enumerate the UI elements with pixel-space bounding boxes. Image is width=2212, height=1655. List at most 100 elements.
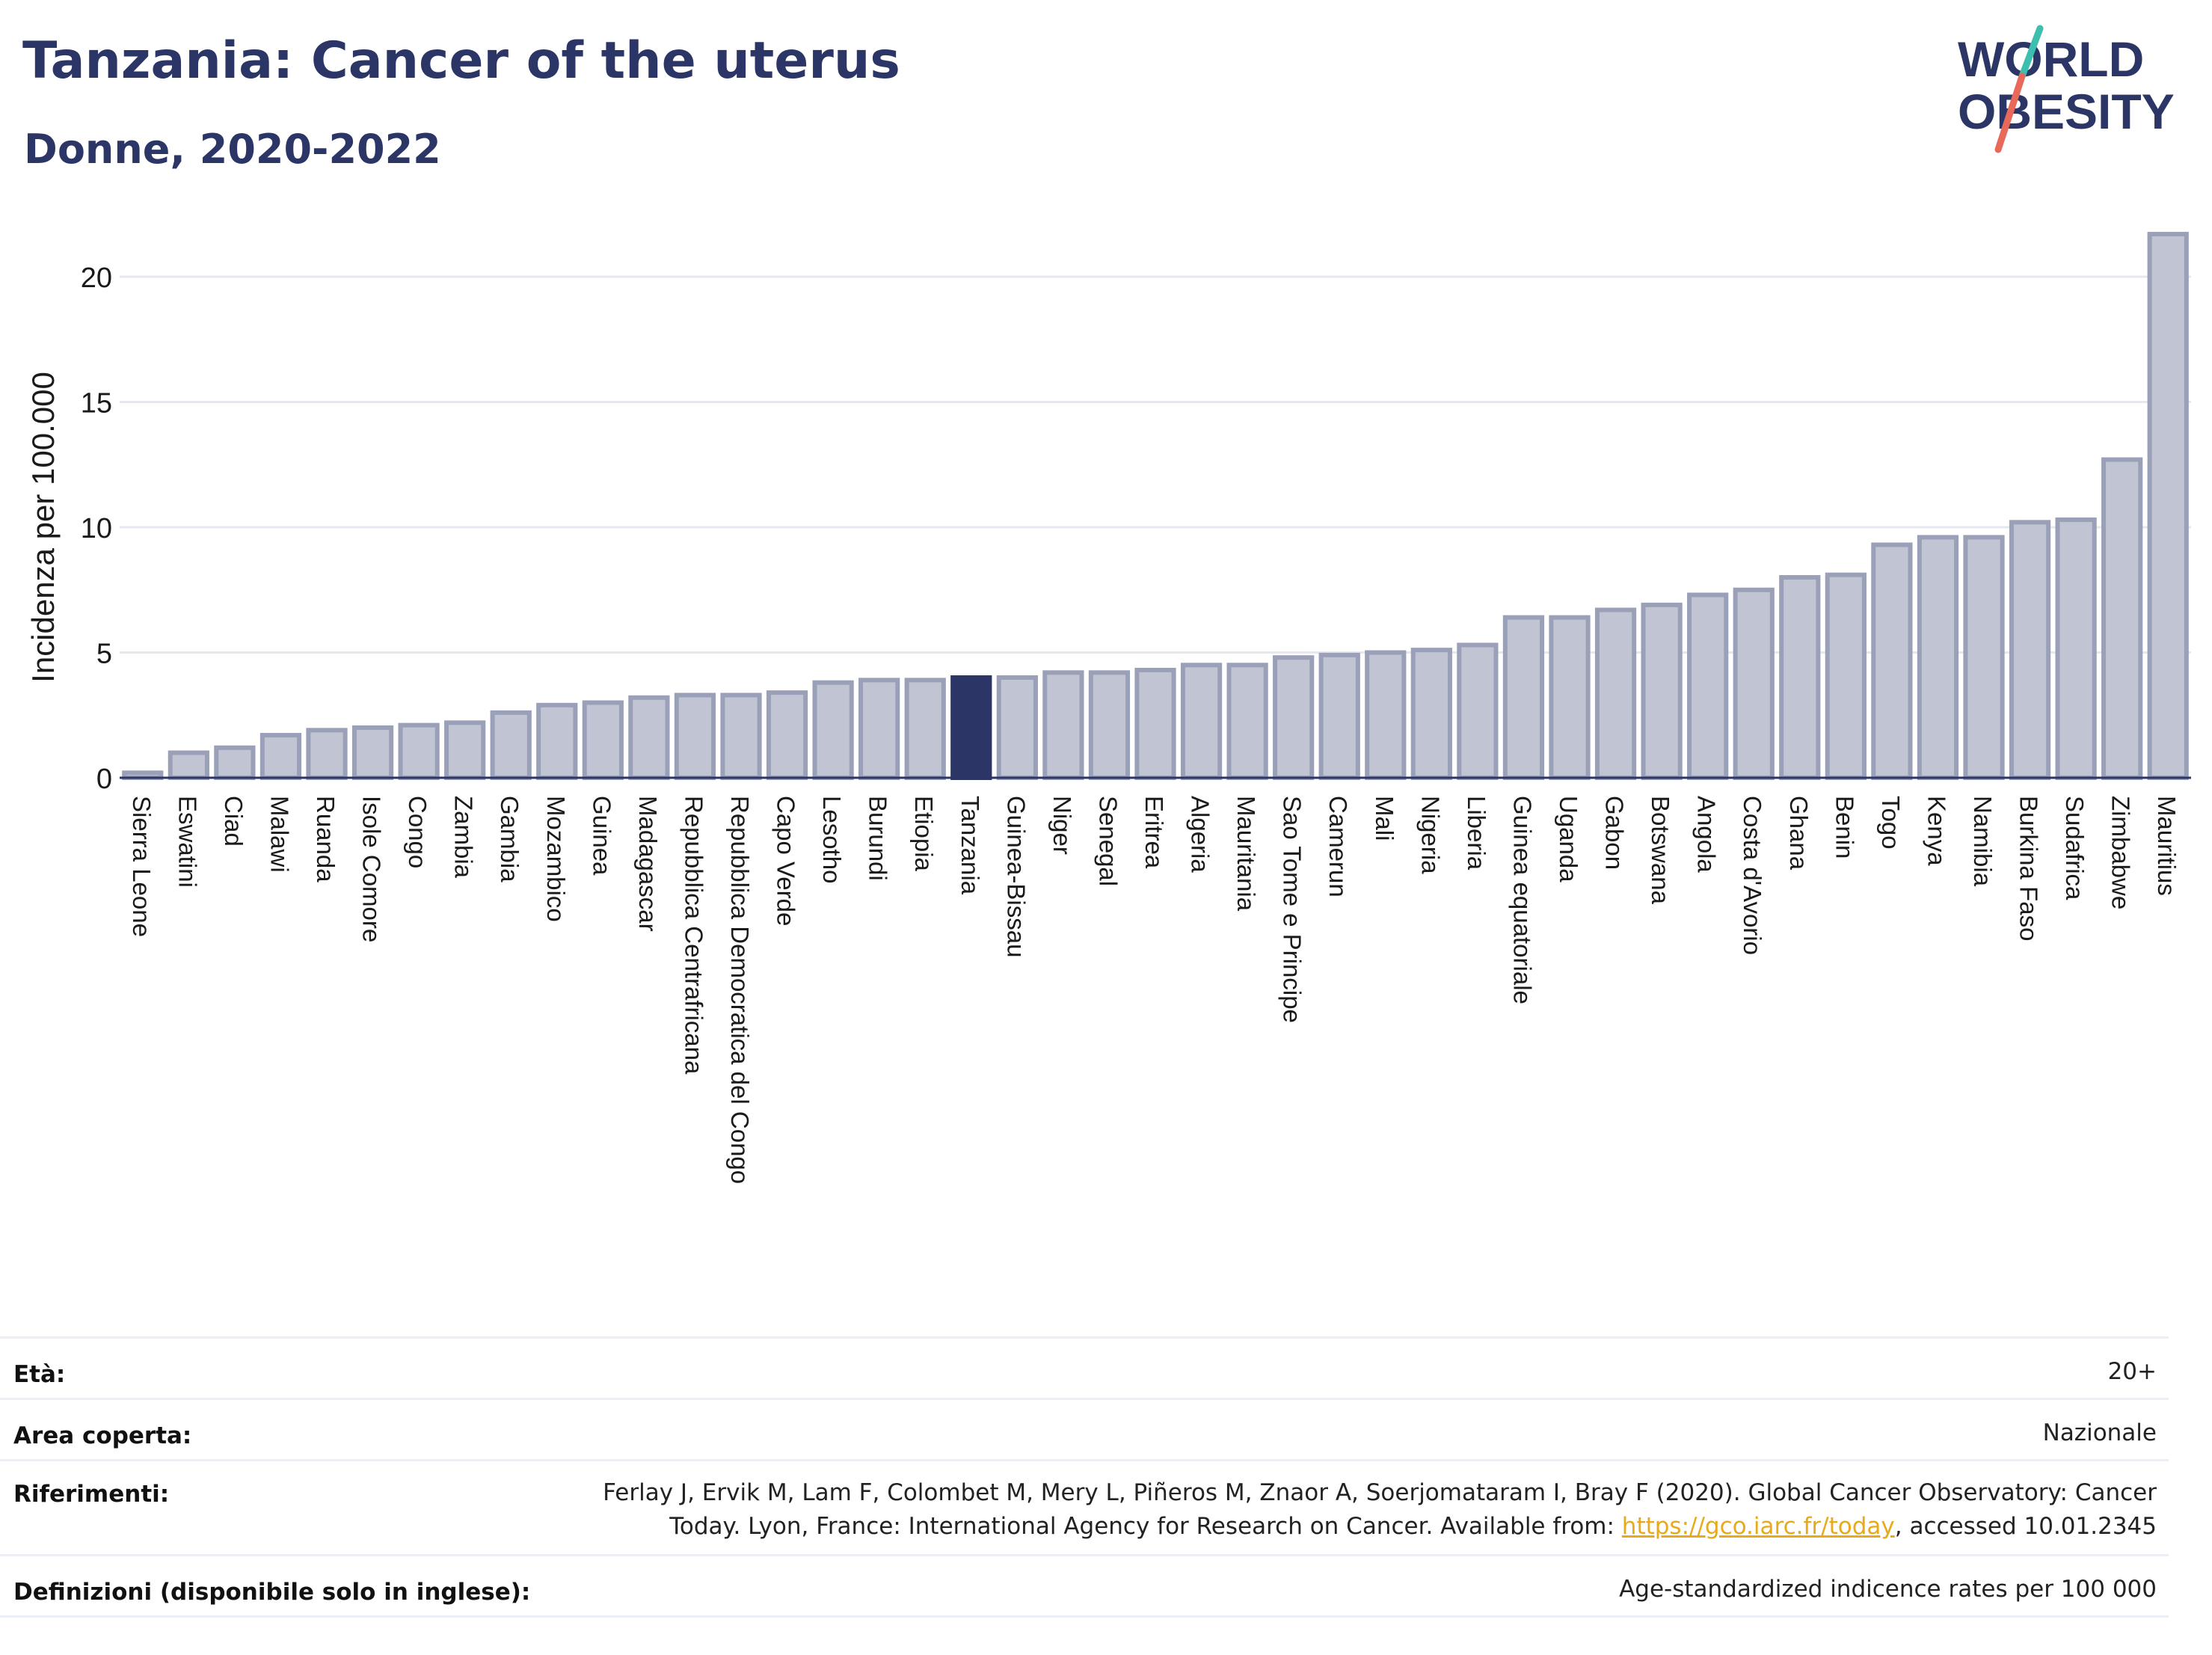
page-subtitle: Donne, 2020-2022 [24,126,441,173]
age-value: 20+ [2107,1358,2157,1385]
x-tick-label: Mozambico [542,796,570,922]
bar [259,733,302,780]
y-tick-label: 0 [96,764,112,795]
bar [904,678,946,780]
x-tick-label: Niger [1048,796,1076,855]
bar [1134,667,1176,781]
x-tick-label: Tanzania [956,796,984,895]
x-tick-label: Mauritius [2153,796,2181,896]
references-label: Riferimenti: [13,1481,170,1508]
meta-bottom-divider [0,1615,2169,1618]
x-tick-label: Capo Verde [772,796,800,926]
bar [1594,607,1637,780]
bar [720,693,762,781]
bar [582,700,624,780]
x-tick-label: Uganda [1555,796,1582,882]
x-tick-label: Mauritania [1232,796,1260,912]
x-tick-label: Eritrea [1140,796,1168,869]
x-tick-label: Burkina Faso [2015,796,2043,941]
x-tick-label: Costa d'Avorio [1739,796,1766,955]
bar [766,690,808,780]
y-tick-label: 5 [96,639,112,670]
references-link[interactable]: https://gco.iarc.fr/today [1621,1513,1895,1540]
x-tick-label: Sudafrica [2061,796,2089,900]
meta-row-area: Area coperta: Nazionale [0,1398,2169,1449]
x-tick-label: Repubblica Centrafricana [680,796,707,1075]
x-tick-label: Nigeria [1416,796,1444,874]
bar [1641,602,1683,780]
bar [674,693,716,781]
x-tick-label: Ghana [1785,796,1813,871]
bars [122,232,2189,781]
bar [536,702,578,780]
x-tick-label: Zambia [450,796,478,879]
bar [628,695,670,780]
bar [2055,517,2097,780]
x-tick-label: Madagascar [634,796,662,932]
x-tick-label: Togo [1877,796,1905,850]
x-tick-label: Gabon [1601,796,1629,870]
bar [1871,542,1913,780]
y-tick-label: 15 [81,388,112,420]
bar [2009,520,2051,780]
logo-line1: WORLD [1958,31,2144,87]
x-tick-label: Eswatini [173,796,201,888]
x-tick-label: Namibia [1969,796,1997,887]
x-tick-label: Benin [1831,796,1858,859]
bar [1365,650,1407,780]
bar-chart: 0 5 10 15 20 Sierra Leone Eswatini Ciad Malawi R… [25,232,2191,1184]
references-value: Ferlay J, Ervik M, Lam F, Colombet M, Me… [603,1476,2157,1544]
bar [1549,615,1591,780]
bar [1318,652,1360,780]
bar [2101,457,2143,780]
world-obesity-logo: WORLD OBESITY [1958,25,2175,153]
bar [214,745,256,780]
bar [1687,592,1729,781]
bar [168,750,209,780]
bar [1180,663,1223,780]
bar [858,678,900,780]
bar [812,680,854,781]
bar [1917,535,1959,781]
bar [1226,663,1268,780]
definitions-value: Age-standardized indicence rates per 100… [1619,1576,2157,1603]
x-tick-labels: Sierra Leone Eswatini Ciad Malawi Ruanda Isol… [128,796,2181,1184]
bar [1825,572,1867,781]
x-tick-label: Isole Comore [358,796,386,942]
x-tick-label: Ruanda [312,796,340,882]
logo-slash-teal [2018,25,2044,80]
references-accessed: , accessed 10.01.2345 [1894,1513,2157,1540]
meta-row-age: Età: 20+ [0,1336,2169,1388]
age-label: Età: [13,1361,66,1388]
bar [398,722,440,781]
x-tick-label: Camerun [1324,796,1352,897]
x-tick-label: Gambia [496,796,523,882]
y-tick-label: 10 [81,513,112,544]
references-line2: Today. Lyon, France: International Agenc… [603,1510,2157,1544]
x-tick-label: Kenya [1923,796,1950,866]
area-value: Nazionale [2042,1419,2157,1446]
logo-slash-red [1994,73,2026,153]
bar [1779,575,1821,780]
y-axis-title: Incidenza per 100.000 [25,372,61,683]
x-tick-label: Algeria [1187,796,1214,873]
references-line2-text: Today. Lyon, France: International Agenc… [669,1513,1622,1540]
x-tick-label: Mali [1371,796,1398,841]
bar [1733,587,1775,780]
x-tick-label: Liberia [1463,796,1490,871]
x-tick-label: Sierra Leone [128,796,156,937]
bar [1410,648,1452,781]
x-tick-label: Lesotho [818,796,846,883]
bar [996,675,1038,780]
x-tick-label: Etiopia [910,796,938,872]
x-tick-label: Zimbabwe [2107,796,2135,909]
x-tick-label: Congo [404,796,431,868]
bar [306,728,348,780]
bar [1502,615,1545,780]
logo-line2: OBESITY [1958,84,2175,139]
x-tick-label: Burundi [864,796,892,881]
x-tick-label: Ciad [220,796,248,847]
meta-row-references: Riferimenti: Ferlay J, Ervik M, Lam F, C… [0,1459,2169,1540]
x-tick-label: Repubblica Democratica del Congo [726,796,754,1184]
bar [1457,642,1499,781]
